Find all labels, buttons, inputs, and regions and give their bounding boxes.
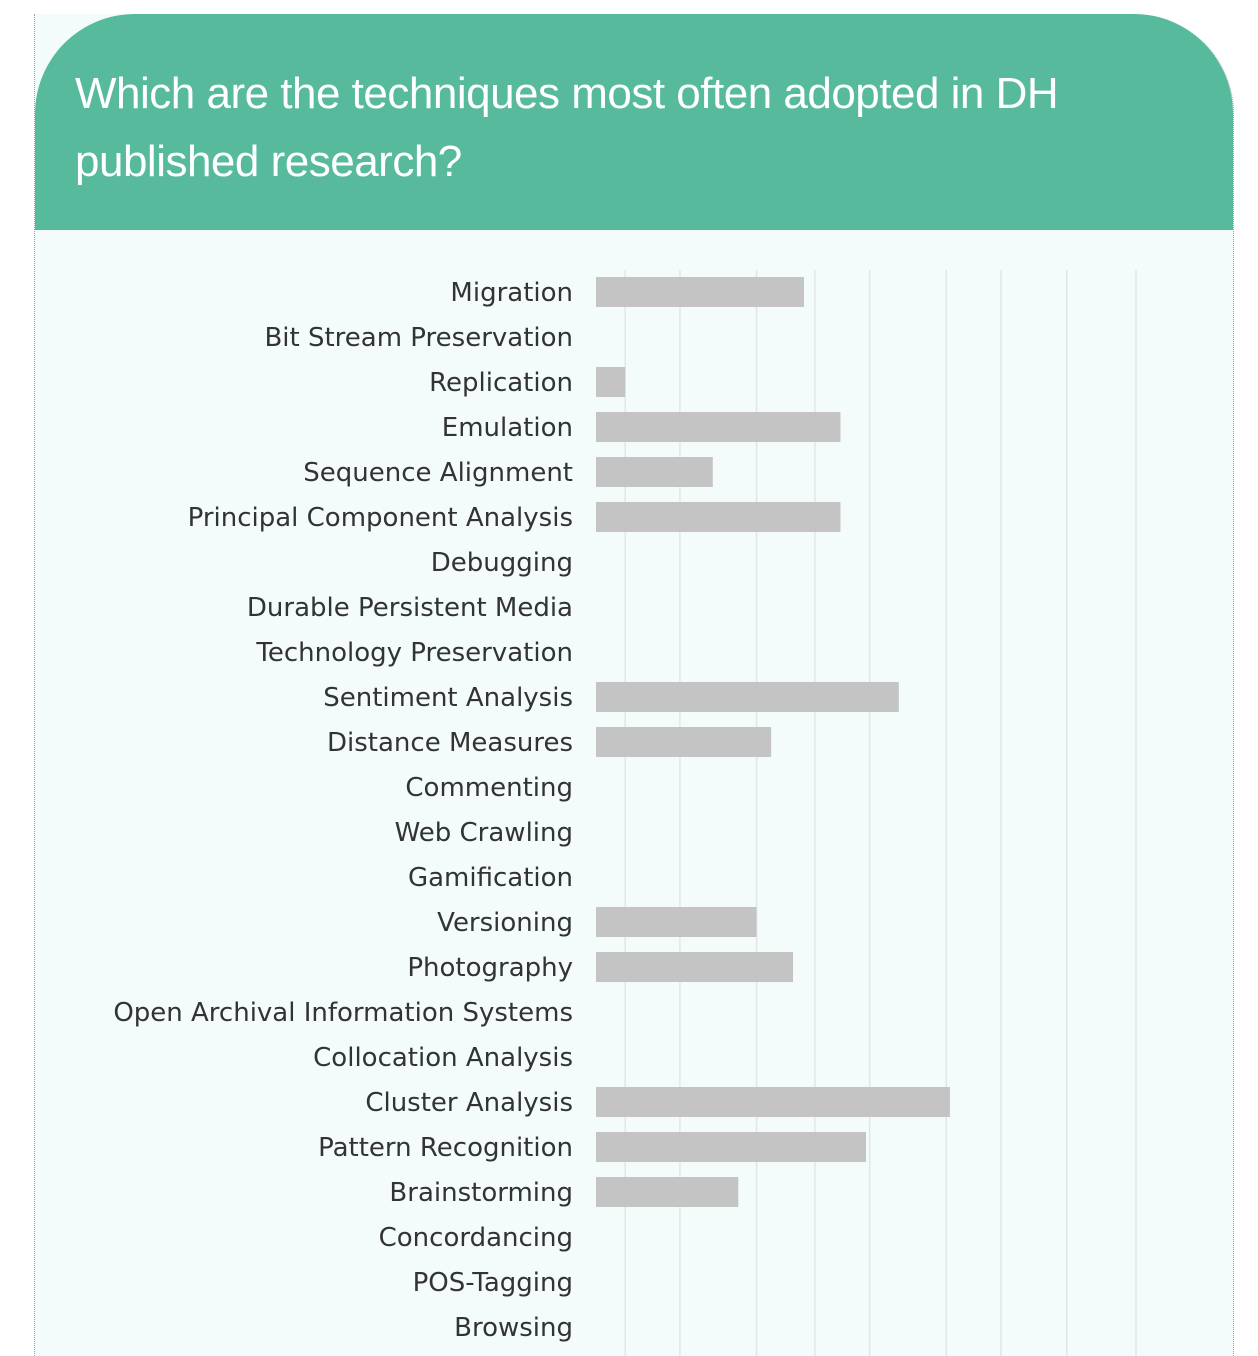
category-label: Browsing xyxy=(454,1313,573,1343)
category-label: Web Crawling xyxy=(395,818,573,848)
bar[interactable] xyxy=(596,907,757,937)
category-label: POS-Tagging xyxy=(413,1268,573,1298)
category-label: Technology Preservation xyxy=(255,638,573,668)
category-label: Pattern Recognition xyxy=(318,1133,573,1163)
category-label: Bit Stream Preservation xyxy=(264,323,573,353)
category-label: Open Archival Information Systems xyxy=(113,998,573,1028)
gridlines xyxy=(624,270,1137,1356)
bar[interactable] xyxy=(596,277,804,307)
bar[interactable] xyxy=(596,367,626,397)
bar[interactable] xyxy=(596,952,794,982)
bar[interactable] xyxy=(596,412,841,442)
category-label: Commenting xyxy=(405,773,573,803)
category-label: Gamification xyxy=(408,863,573,893)
category-label: Distance Measures xyxy=(327,728,573,758)
category-label: Photography xyxy=(407,953,573,983)
category-labels: Migration Bit Stream Preservation Replicat… xyxy=(113,278,573,1343)
category-label: Cluster Analysis xyxy=(365,1088,573,1118)
category-label: Debugging xyxy=(431,548,573,578)
bar[interactable] xyxy=(596,1087,950,1117)
category-label: Emulation xyxy=(442,413,573,443)
bar[interactable] xyxy=(596,457,713,487)
category-label: Durable Persistent Media xyxy=(247,593,573,623)
bar[interactable] xyxy=(596,1177,739,1207)
chart-title: Which are the techniques most often adop… xyxy=(75,69,1059,186)
bar[interactable] xyxy=(596,1132,866,1162)
category-label: Replication xyxy=(429,368,573,398)
category-label: Sequence Alignment xyxy=(303,458,573,488)
bars xyxy=(596,277,950,1207)
category-label: Principal Component Analysis xyxy=(188,503,573,533)
category-label: Brainstorming xyxy=(389,1178,573,1208)
category-label: Migration xyxy=(450,278,573,308)
bar[interactable] xyxy=(596,682,899,712)
category-label: Concordancing xyxy=(379,1223,573,1253)
category-label: Versioning xyxy=(437,908,573,938)
chart-header: Which are the techniques most often adop… xyxy=(35,14,1233,230)
category-label: Sentiment Analysis xyxy=(323,683,573,713)
category-label: Collocation Analysis xyxy=(313,1043,573,1073)
bar[interactable] xyxy=(596,502,841,532)
bar[interactable] xyxy=(596,727,772,757)
